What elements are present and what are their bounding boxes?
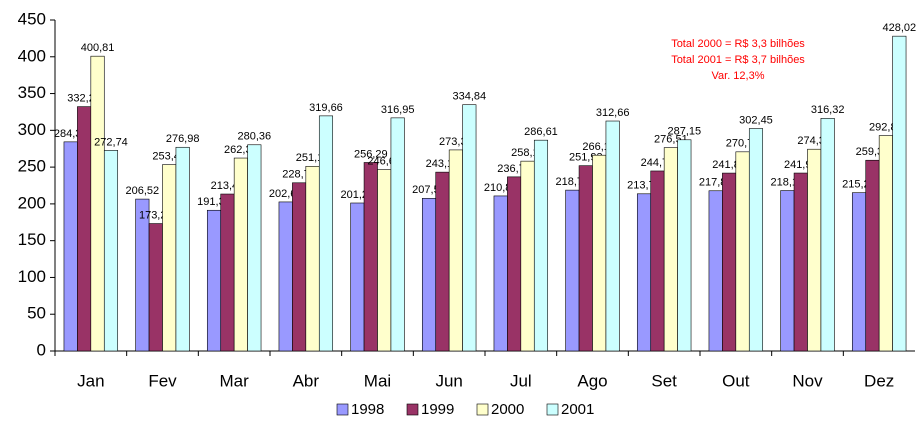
bar (708, 190, 723, 352)
x-tick-label: Mai (364, 371, 391, 390)
y-tick-label: 50 (27, 304, 46, 323)
bar (507, 176, 522, 352)
value-label: 312,66 (596, 107, 630, 119)
bar (892, 35, 907, 352)
legend-label: 1998 (351, 401, 384, 418)
bar (533, 139, 549, 352)
x-tick-label: Fev (148, 371, 177, 390)
value-label: 319,66 (309, 102, 343, 114)
x-tick-label: Abr (293, 371, 320, 390)
bar (148, 223, 163, 352)
bar (292, 182, 307, 352)
bar (448, 149, 463, 352)
x-tick-label: Out (722, 371, 750, 390)
value-label: 256,29 (354, 148, 388, 160)
bar (748, 128, 764, 352)
legend-swatch (336, 403, 349, 416)
x-tick-label: Set (651, 371, 677, 390)
x-tick-label: Mar (220, 371, 250, 390)
bar (350, 202, 365, 352)
bar (103, 150, 119, 352)
bar (77, 106, 92, 352)
y-tick-label: 200 (18, 193, 46, 212)
value-label: 280,36 (237, 131, 271, 143)
value-label: 276,98 (166, 133, 200, 145)
bar (278, 201, 293, 352)
bar (462, 104, 477, 352)
bar (435, 171, 450, 352)
bar (820, 118, 835, 352)
y-tick-label: 250 (18, 157, 46, 176)
x-tick-label: Jul (510, 371, 532, 390)
legend-label: 1999 (421, 401, 454, 418)
bar (175, 146, 190, 352)
bar (135, 198, 150, 352)
bar (493, 195, 508, 352)
value-label: 272,74 (94, 136, 128, 148)
legend-label: 2000 (491, 401, 524, 418)
legend-swatch (406, 403, 419, 416)
y-tick-label: 400 (18, 46, 46, 65)
legend-swatch (546, 403, 559, 416)
value-label: 287,15 (667, 126, 701, 138)
bar (780, 190, 795, 352)
bar (605, 120, 620, 352)
value-label: 206,52 (126, 185, 160, 197)
bar (807, 148, 822, 352)
bar (650, 170, 665, 352)
y-tick-label: 450 (18, 9, 46, 28)
annotation: Var. 12,3% (712, 70, 765, 82)
bar (390, 117, 405, 352)
bar (233, 157, 248, 352)
x-tick-label: Nov (792, 371, 823, 390)
bar (565, 189, 580, 352)
value-label: 334,84 (452, 91, 486, 103)
annotation: Total 2000 = R$ 3,3 bilhões (671, 38, 805, 50)
legend-label: 2001 (561, 401, 594, 418)
value-label: 316,32 (811, 104, 845, 116)
bar (592, 154, 607, 352)
y-tick-label: 150 (18, 230, 46, 249)
bar (63, 141, 78, 352)
bar (722, 172, 737, 352)
y-tick-label: 100 (18, 267, 46, 286)
x-tick-label: Ago (577, 371, 607, 390)
bar (162, 164, 177, 352)
x-tick-label: Jun (435, 371, 462, 390)
x-tick-label: Jan (77, 371, 104, 390)
legend-swatch (476, 403, 489, 416)
bar (851, 192, 867, 352)
bar (377, 169, 392, 352)
y-tick-label: 350 (18, 83, 46, 102)
x-tick-label: Dez (864, 371, 894, 390)
value-label: 316,95 (381, 104, 415, 116)
bar (318, 115, 334, 352)
bar (865, 159, 880, 352)
value-label: 428,02 (882, 22, 916, 34)
bar (578, 165, 593, 352)
bar (520, 160, 535, 352)
y-tick-label: 0 (37, 340, 46, 359)
value-label: 286,61 (524, 126, 558, 138)
bar (677, 139, 692, 352)
value-label: 400,81 (81, 42, 115, 54)
y-tick-label: 300 (18, 120, 46, 139)
bar (305, 166, 320, 352)
bar (636, 193, 652, 352)
annotation: Total 2001 = R$ 3,7 bilhões (671, 54, 805, 66)
bar (663, 147, 678, 352)
bar (735, 151, 750, 352)
bar (878, 135, 893, 352)
bar (90, 55, 105, 352)
value-label: 302,45 (739, 114, 773, 126)
bar (421, 198, 437, 352)
bar (220, 193, 235, 352)
bar (363, 162, 378, 352)
bar (793, 172, 808, 352)
bar (247, 144, 262, 352)
bar (206, 209, 222, 352)
